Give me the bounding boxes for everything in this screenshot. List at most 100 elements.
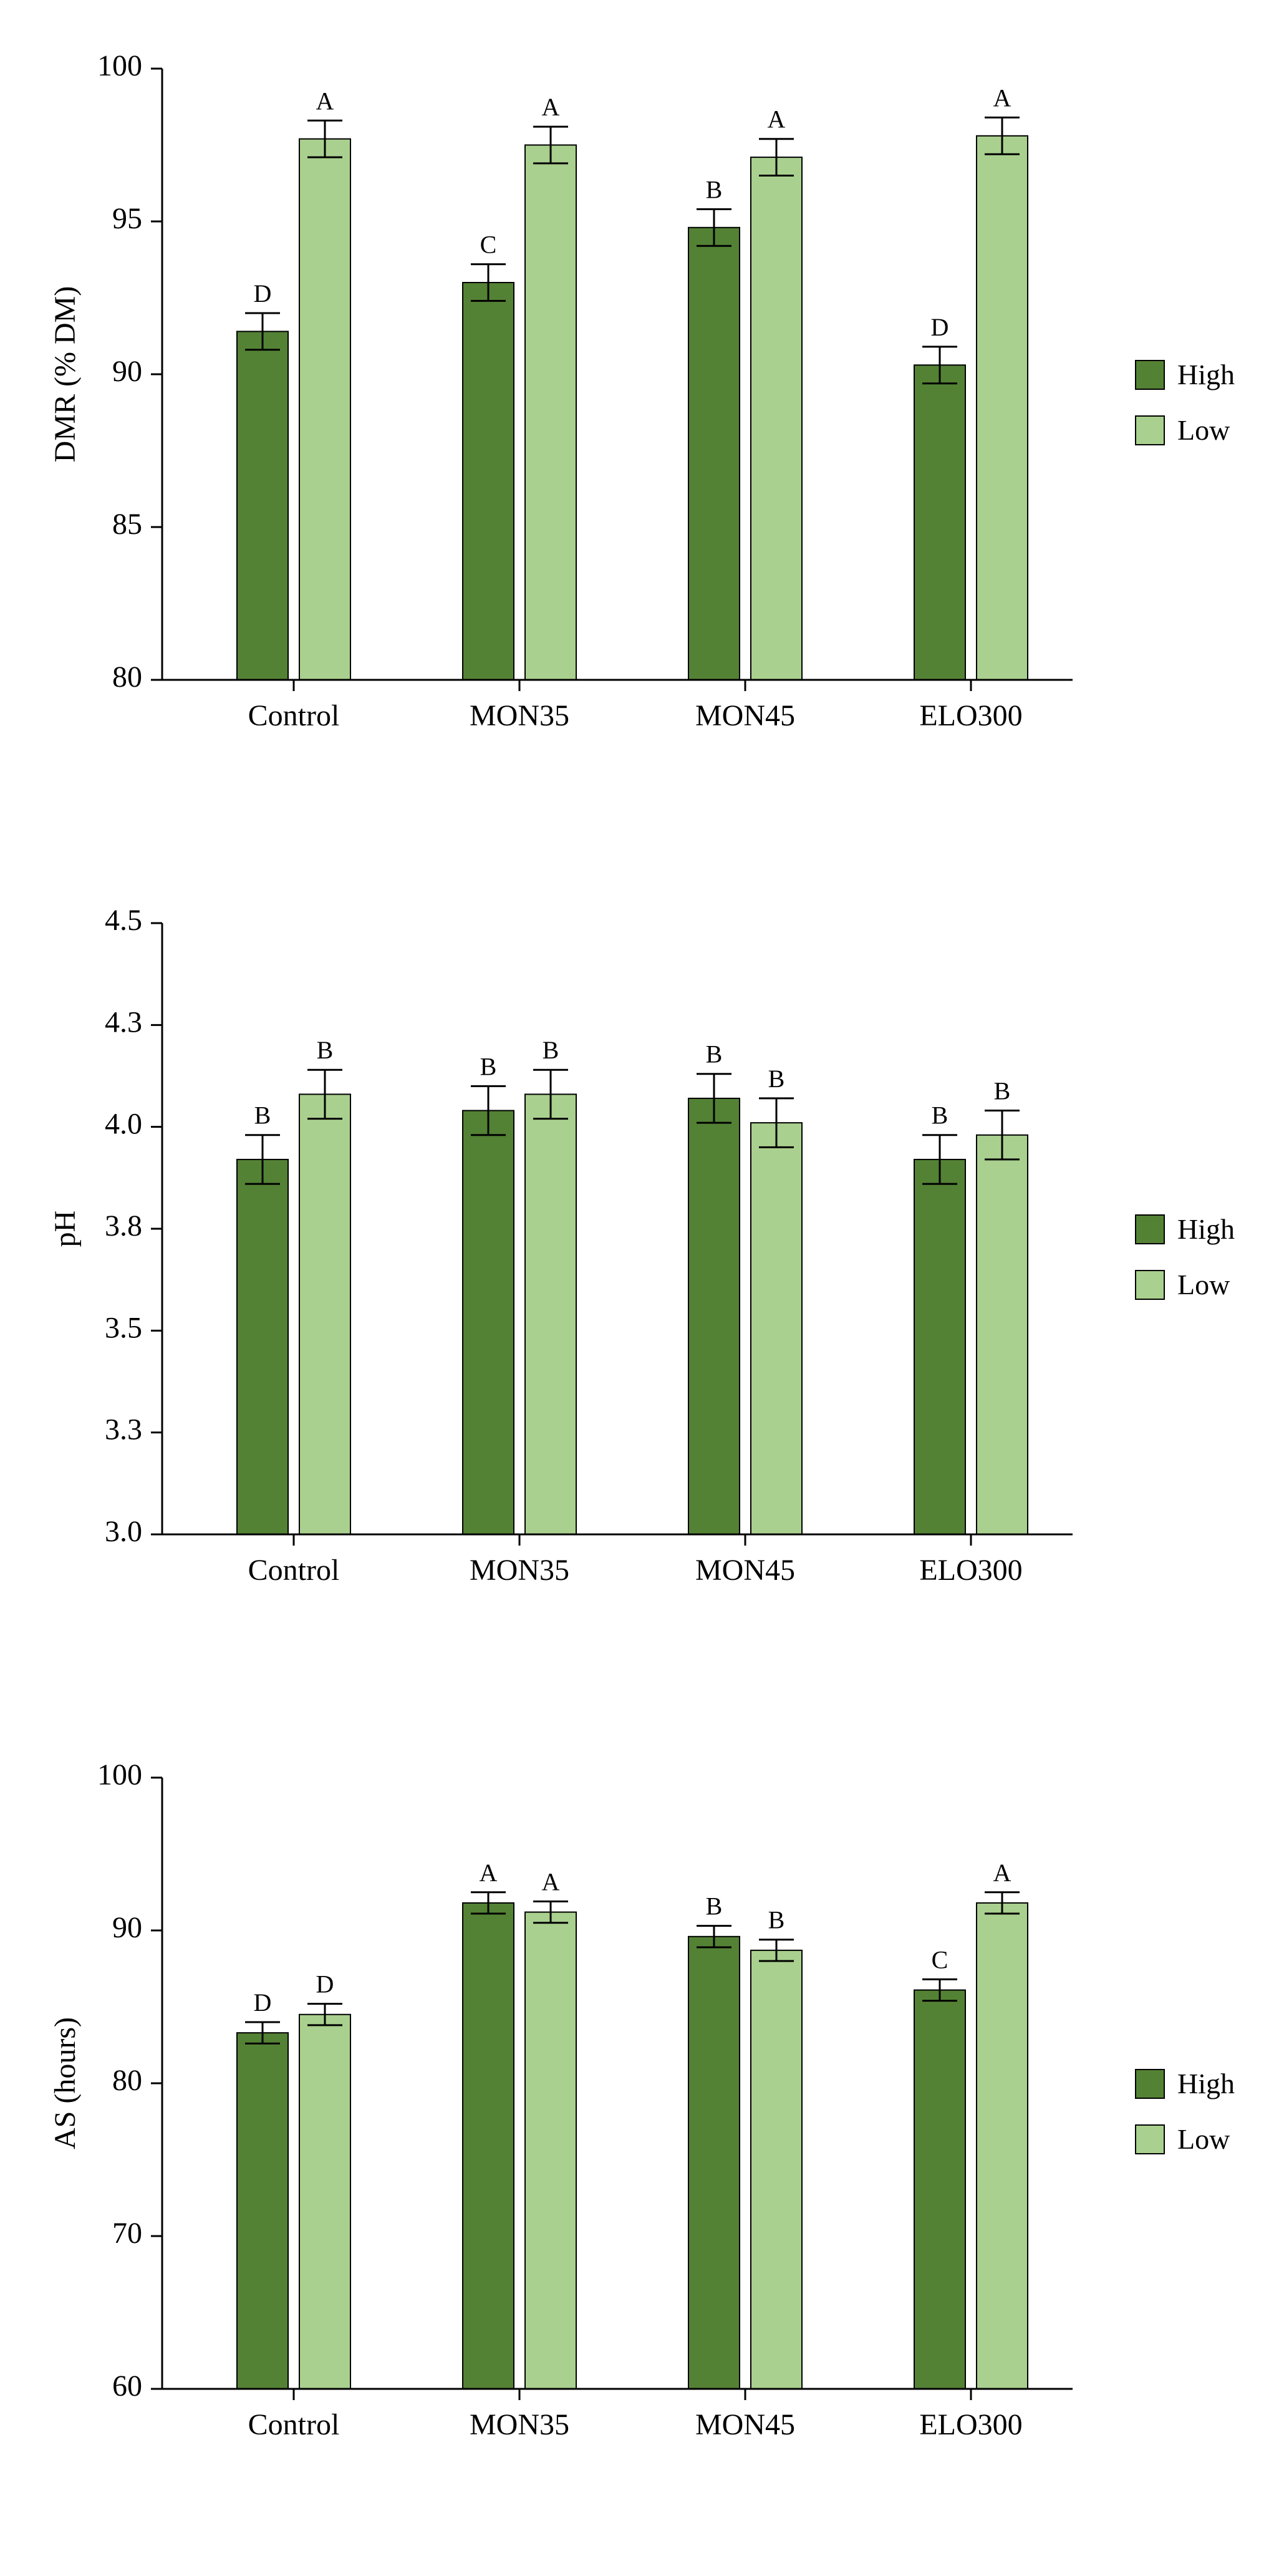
bar-high <box>463 1111 514 1534</box>
sig-letter: B <box>706 175 723 203</box>
category-label: ELO300 <box>919 699 1022 732</box>
bar-high <box>237 331 288 680</box>
legend-label-low: Low <box>1177 1268 1230 1301</box>
sig-letter: A <box>993 84 1011 112</box>
category-label: MON35 <box>470 2408 569 2441</box>
bar-high <box>914 365 965 680</box>
sig-letter: B <box>706 1040 723 1068</box>
sig-letter: C <box>932 1945 948 1973</box>
bar-low <box>525 1912 576 2389</box>
legend-item-low: Low <box>1135 2123 1235 2156</box>
sig-letter: A <box>542 93 560 121</box>
sig-letter: B <box>480 1052 497 1080</box>
ytick-label: 4.0 <box>105 1108 142 1141</box>
sig-letter: B <box>768 1906 785 1934</box>
bar-high <box>688 228 740 680</box>
bar-high <box>688 1937 740 2389</box>
bar-high <box>463 283 514 680</box>
legend-swatch-high <box>1135 2069 1165 2099</box>
category-label: Control <box>248 1554 340 1587</box>
y-axis-label: AS (hours) <box>49 2017 82 2149</box>
chart-ph: 3.03.33.53.84.04.34.5pHBBBBBBBBABControl… <box>37 904 1098 1609</box>
category-label: MON45 <box>695 1554 795 1587</box>
bar-low <box>751 157 802 680</box>
ytick-label: 100 <box>97 1759 142 1791</box>
sig-letter: B <box>543 1036 559 1064</box>
bar-high <box>914 1160 965 1534</box>
sig-letter: A <box>542 1867 560 1896</box>
category-label: ELO300 <box>919 1554 1022 1587</box>
bar-high <box>463 1903 514 2389</box>
ytick-label: 60 <box>112 2370 142 2403</box>
ytick-label: 90 <box>112 355 142 388</box>
legend-label-high: High <box>1177 2067 1235 2100</box>
ytick-label: 80 <box>112 661 142 694</box>
legend-item-high: High <box>1135 1213 1235 1246</box>
legend-item-high: High <box>1135 2067 1235 2100</box>
sig-letter: D <box>254 279 272 307</box>
chart-as: 60708090100AS (hours)DDAABBCAAAControlMO… <box>37 1759 1098 2464</box>
ytick-label: 4.5 <box>105 904 142 937</box>
bar-low <box>299 2015 350 2389</box>
sig-letter: D <box>254 1988 272 2017</box>
bar-low <box>977 136 1028 680</box>
legend-swatch-high <box>1135 1214 1165 1244</box>
bar-low <box>751 1123 802 1534</box>
sig-letter: B <box>706 1892 723 1920</box>
legend-swatch-high <box>1135 360 1165 390</box>
sig-letter: B <box>768 1065 785 1093</box>
y-axis-label: DMR (% DM) <box>49 286 82 463</box>
bar-low <box>751 1950 802 2389</box>
bar-low <box>977 1903 1028 2389</box>
bar-high <box>914 1990 965 2389</box>
ytick-label: 4.3 <box>105 1005 142 1039</box>
legend-item-low: Low <box>1135 414 1235 447</box>
bar-low <box>977 1135 1028 1534</box>
legend: High Low <box>1135 358 1235 447</box>
ytick-label: 70 <box>112 2217 142 2250</box>
sig-letter: C <box>480 231 497 259</box>
ytick-label: 85 <box>112 508 142 541</box>
sig-letter: A <box>480 1859 498 1887</box>
ytick-label: 80 <box>112 2064 142 2097</box>
category-label: MON35 <box>470 1554 569 1587</box>
ytick-label: 95 <box>112 202 142 235</box>
sig-letter: B <box>254 1102 271 1130</box>
chart-dmr: 80859095100DMR (% DM)DACABADAEAControlMO… <box>37 50 1098 755</box>
legend-label-low: Low <box>1177 414 1230 447</box>
legend-label-high: High <box>1177 1213 1235 1246</box>
ytick-label: 3.8 <box>105 1209 142 1242</box>
bar-high <box>688 1098 740 1534</box>
bar-low <box>299 1094 350 1534</box>
category-label: MON45 <box>695 699 795 732</box>
sig-letter: B <box>932 1102 948 1130</box>
sig-letter: D <box>931 313 949 341</box>
category-label: MON35 <box>470 699 569 732</box>
bar-low <box>525 145 576 680</box>
ytick-label: 3.0 <box>105 1515 142 1548</box>
panel-as: 60708090100AS (hours)DDAABBCAAAControlMO… <box>37 1759 1242 2464</box>
legend-item-high: High <box>1135 358 1235 391</box>
bar-high <box>237 1160 288 1534</box>
sig-letter: B <box>317 1036 334 1064</box>
category-label: ELO300 <box>919 2408 1022 2441</box>
bar-high <box>237 2033 288 2389</box>
sig-letter: B <box>994 1077 1011 1105</box>
sig-letter: D <box>316 1970 334 1998</box>
ytick-label: 3.5 <box>105 1311 142 1344</box>
ytick-label: 90 <box>112 1911 142 1944</box>
sig-letter: A <box>768 105 786 133</box>
sig-letter: A <box>316 87 334 115</box>
bar-low <box>299 139 350 680</box>
legend-swatch-low <box>1135 415 1165 445</box>
bar-low <box>525 1094 576 1534</box>
legend-item-low: Low <box>1135 1268 1235 1301</box>
legend: High Low <box>1135 1213 1235 1301</box>
legend-swatch-low <box>1135 2124 1165 2154</box>
legend-swatch-low <box>1135 1270 1165 1300</box>
category-label: Control <box>248 2408 340 2441</box>
ytick-label: 100 <box>97 50 142 82</box>
sig-letter: A <box>993 1859 1011 1887</box>
legend: High Low <box>1135 2067 1235 2156</box>
legend-label-high: High <box>1177 358 1235 391</box>
